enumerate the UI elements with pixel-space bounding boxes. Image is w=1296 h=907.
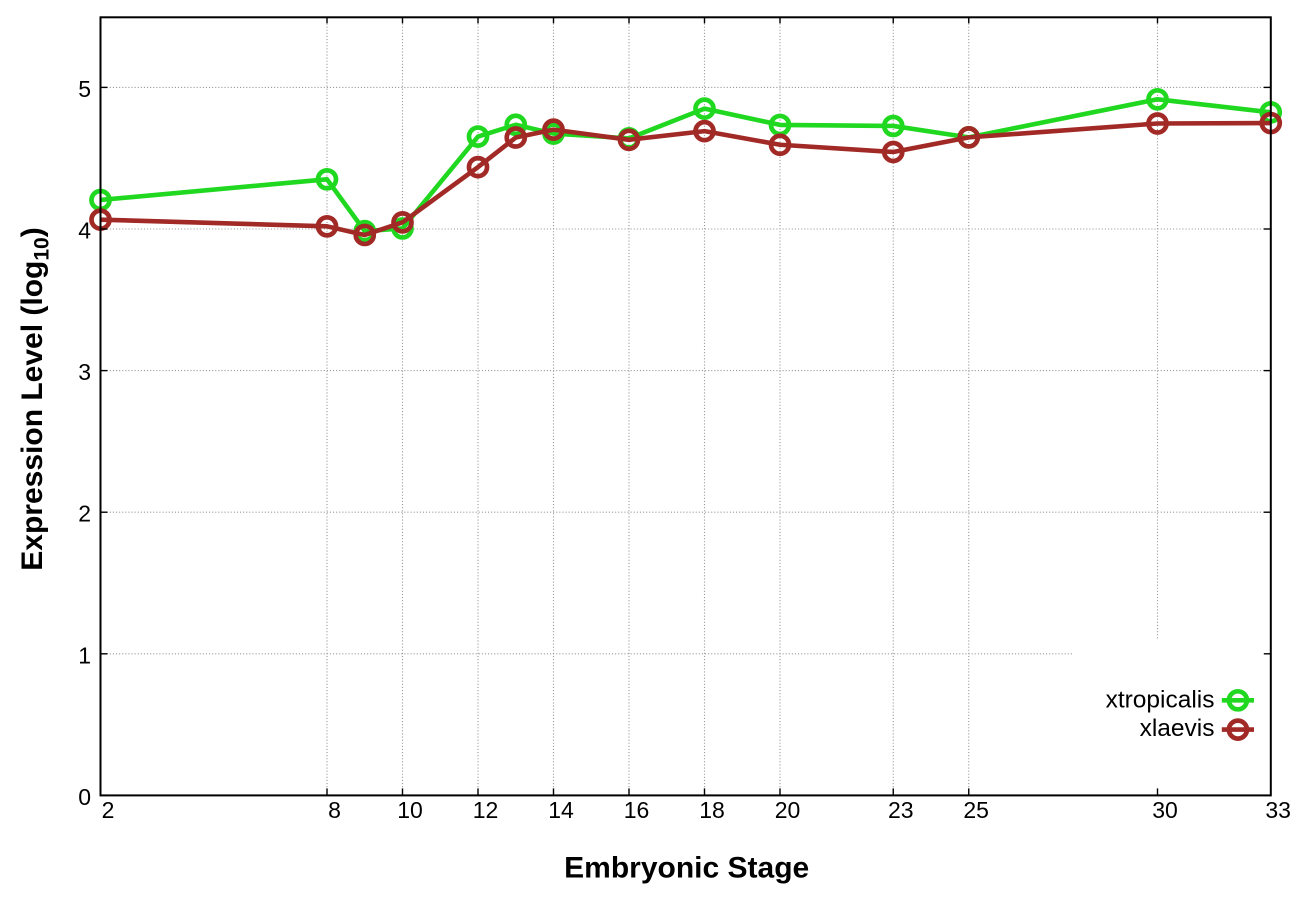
svg-text:2: 2 <box>78 501 91 527</box>
svg-text:1: 1 <box>78 642 91 668</box>
svg-text:xlaevis: xlaevis <box>1140 715 1215 742</box>
svg-text:Expression Level (log10): Expression Level (log10) <box>16 227 54 570</box>
svg-text:10: 10 <box>397 797 423 823</box>
svg-text:25: 25 <box>963 797 989 823</box>
svg-text:3: 3 <box>78 359 91 385</box>
svg-text:Embryonic Stage: Embryonic Stage <box>564 851 809 884</box>
svg-text:5: 5 <box>78 76 91 102</box>
svg-text:2: 2 <box>102 797 115 823</box>
svg-text:4: 4 <box>78 218 91 244</box>
svg-text:16: 16 <box>624 797 650 823</box>
svg-text:33: 33 <box>1265 797 1291 823</box>
svg-text:0: 0 <box>78 784 91 810</box>
svg-text:23: 23 <box>888 797 914 823</box>
svg-text:18: 18 <box>699 797 725 823</box>
svg-text:20: 20 <box>775 797 801 823</box>
svg-text:14: 14 <box>548 797 574 823</box>
svg-text:8: 8 <box>328 797 341 823</box>
svg-text:30: 30 <box>1152 797 1178 823</box>
svg-text:xtropicalis: xtropicalis <box>1106 687 1215 714</box>
svg-text:12: 12 <box>473 797 499 823</box>
